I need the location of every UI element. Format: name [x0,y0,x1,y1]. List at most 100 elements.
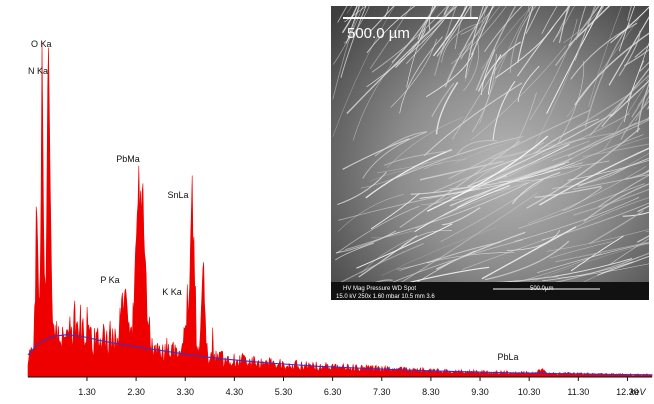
sem-fiber [384,150,453,166]
sem-fiber [484,6,523,52]
sem-fiber [395,136,523,179]
sem-fiber [371,6,448,73]
sem-fiber [440,179,544,242]
sem-fiber [571,134,644,165]
sem-fiber [436,6,472,57]
sem-fiber [636,82,649,133]
sem-fiber [555,241,649,263]
sem-fiber [529,18,578,120]
sem-fiber [583,183,649,223]
sem-fiber [541,6,558,34]
x-tick-label: 1.30 [78,387,96,397]
sem-fiber [460,6,495,60]
sem-fiber [464,6,484,79]
sem-fiber [618,30,641,77]
x-tick-label: 10.30 [518,387,541,397]
sem-fiber [431,82,455,117]
sem-fiber [443,6,450,15]
sem-fiber [335,242,375,261]
sem-fiber [506,229,561,251]
sem-fiber [399,36,443,114]
sem-fiber [496,132,614,159]
sem-fiber [332,6,361,100]
sem-fiber [574,32,649,106]
x-tick-label: 7.30 [373,387,391,397]
sem-fiber [525,6,541,34]
sem-fiber [588,6,622,107]
sem-fiber [518,183,645,229]
sem-fiber [562,187,603,212]
peak-label: O Ka [31,39,52,49]
sem-fiber [528,6,531,16]
sem-fiber [608,238,649,266]
sem-fiber [442,207,481,226]
sem-fiber [620,100,649,140]
sem-fiber [493,258,633,283]
sem-fiber [517,6,534,63]
sem-fiber [360,161,429,189]
sem-fiber [634,44,649,58]
sem-fiber [511,171,561,204]
sem-fiber [631,89,649,118]
x-tick-label: 6.30 [324,387,342,397]
sem-fiber [567,117,649,157]
sem-fiber [446,43,471,82]
sem-fiber [481,6,533,70]
sem-fiber [463,41,480,92]
sem-fibers [332,6,649,296]
sem-fiber [454,139,518,164]
sem-info-header: HV Mag Pressure WD Spot [343,286,416,292]
sem-fiber [598,174,649,208]
background-fit-line [27,334,653,376]
sem-fiber [513,92,537,148]
sem-fiber [646,116,649,121]
sem-fiber [426,135,549,212]
sem-fiber [415,181,527,229]
sem-fiber [509,6,537,73]
sem-fiber [458,6,501,55]
sem-fiber [609,137,649,151]
sem-fiber [374,131,428,157]
sem-fiber [335,230,397,254]
sem-fiber [622,211,649,217]
x-tick-label: 3.30 [176,387,194,397]
sem-fiber [390,39,437,108]
sem-fiber [365,148,452,199]
x-axis-ticks: 1.30 2.30 3.30 4.30 5.30 6.30 7.30 8.30 9.30 10.3… [78,377,639,397]
sem-fiber [436,231,526,270]
sem-fiber [550,241,613,259]
sem-fiber [609,153,649,177]
sem-fiber [479,6,532,124]
sem-fiber [340,6,367,78]
sem-fiber [424,159,467,170]
sem-fiber [336,242,424,285]
sem-fiber [575,6,587,40]
sem-fiber [343,6,370,44]
x-tick-label: 4.30 [226,387,244,397]
sem-fiber [432,6,468,57]
sem-fiber [556,6,575,38]
sem-fiber [597,255,649,276]
peak-label: PbLa [497,352,518,362]
sem-fiber [344,6,367,23]
sem-micrograph-inset: 500.0 µm HV Mag Pressure WD Spot 15.0 kV… [331,6,649,300]
sem-info-bar [331,282,649,300]
sem-fiber [467,113,613,187]
sem-fiber [645,230,649,233]
sem-fiber [610,6,649,44]
sem-fiber [395,29,426,68]
sem-fiber [454,6,466,50]
sem-fiber [399,252,515,271]
peak-label: P Ka [100,275,119,285]
sem-fiber [625,170,649,180]
sem-fiber [396,6,440,59]
sem-fiber [498,166,582,182]
sem-fiber [366,20,444,88]
peak-label: PbMa [116,154,140,164]
x-tick-label: 5.30 [275,387,293,397]
sem-fiber [627,6,632,21]
sem-fiber [492,80,516,141]
sem-fiber [425,52,474,98]
sem-fiber [535,6,595,145]
sem-fiber [514,197,640,242]
